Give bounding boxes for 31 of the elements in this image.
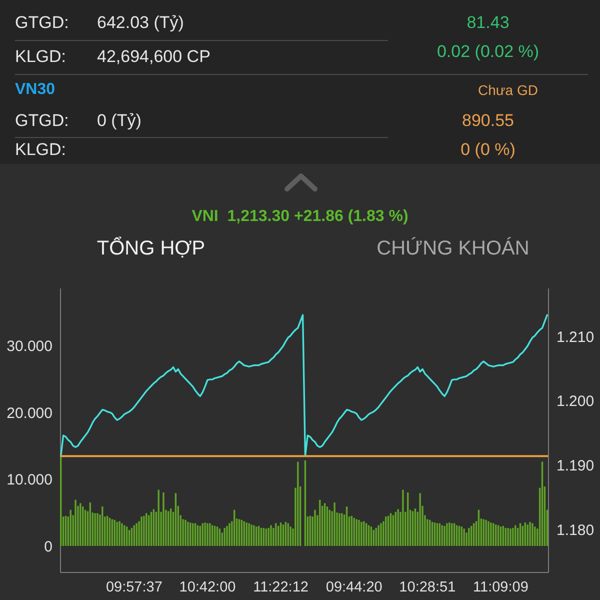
text: GTGD: [15, 13, 69, 33]
text: Chưa GD [478, 82, 538, 98]
text: CHỨNG KHOÁN [376, 238, 530, 260]
y2-tick-label: 1.190 [556, 458, 594, 475]
text: 42,694,600 CP [97, 47, 210, 67]
x-tick-label: 09:57:37 [106, 580, 162, 596]
x-tick-label: 10:28:51 [399, 580, 456, 596]
y2-tick-label: 1.210 [556, 328, 594, 346]
text: GTGD: [15, 111, 69, 131]
y-tick-label: 20.000 [6, 404, 52, 422]
text: 642.03 (Tỷ) [97, 13, 184, 33]
x-tick-label: 11:09:09 [473, 580, 528, 596]
y-tick-label: 0 [44, 538, 52, 556]
text: KLGD: [15, 140, 66, 160]
x-tick-label: 10:42:00 [179, 580, 236, 596]
line-series [60, 314, 548, 457]
text: 0.02 (0.02 %) [436, 42, 540, 62]
y-tick-label: 30.000 [6, 338, 52, 355]
text: VN30 [15, 80, 56, 100]
chart-title: VNI 1,213.30 +21.86 (1.83 %) [192, 208, 408, 226]
y2-tick-label: 1.180 [556, 522, 594, 539]
y2-tick-label: 1.200 [556, 393, 594, 410]
text: 0 (Tỷ) [97, 111, 142, 131]
y-tick-label: 10.000 [6, 472, 52, 489]
text: TỔNG HỢP [96, 238, 206, 260]
x-tick-label: 11:22:12 [253, 580, 308, 596]
text: 890.55 [462, 111, 514, 131]
text: KLGD: [15, 47, 66, 67]
text: 81.43 [466, 13, 510, 33]
x-tick-label: 09:44:20 [326, 580, 382, 596]
text: 0 (0 %) [460, 140, 516, 160]
